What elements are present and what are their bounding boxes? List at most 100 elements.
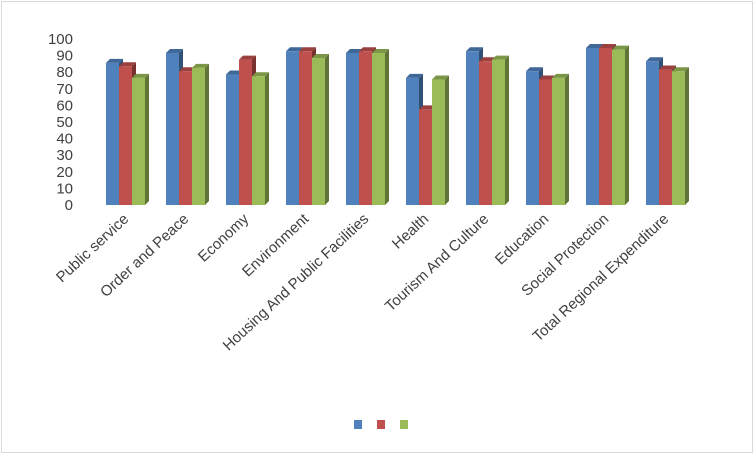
bar xyxy=(672,67,689,205)
bar xyxy=(252,72,269,205)
bar-front xyxy=(312,57,325,205)
bar-front xyxy=(239,59,252,205)
bar-side xyxy=(205,63,209,206)
bar-top xyxy=(372,48,389,53)
bar xyxy=(492,55,509,205)
bar-front xyxy=(552,77,565,205)
legend-swatch xyxy=(354,420,362,429)
y-tick-label: 50 xyxy=(56,114,73,131)
bar-front xyxy=(286,51,299,205)
bar-front xyxy=(479,61,492,206)
bar-front xyxy=(252,76,265,205)
bar-top xyxy=(239,55,256,60)
y-tick-label: 90 xyxy=(56,48,73,65)
bar-front xyxy=(192,67,205,206)
bar xyxy=(132,73,149,205)
bar-front xyxy=(586,47,599,206)
bar xyxy=(312,53,329,205)
category-label: Tourism And Culture xyxy=(382,210,492,315)
bar-top xyxy=(166,48,183,53)
bar xyxy=(612,45,629,205)
bar-front xyxy=(226,74,239,205)
legend xyxy=(354,420,408,429)
category-label: Health xyxy=(389,210,432,252)
bar-front xyxy=(672,71,685,205)
bar-front xyxy=(526,71,539,205)
y-tick-label: 80 xyxy=(56,64,73,81)
y-tick-label: 40 xyxy=(56,131,73,148)
bar-top xyxy=(299,47,316,52)
bar-side xyxy=(145,73,149,205)
bar-top xyxy=(432,75,449,80)
bar-top xyxy=(526,67,543,72)
bar-front xyxy=(346,52,359,206)
bar-top xyxy=(419,105,436,110)
bar-side xyxy=(565,73,569,205)
bar xyxy=(192,63,209,206)
bar-top xyxy=(312,53,329,58)
bar-side xyxy=(445,75,449,206)
bar-top xyxy=(466,47,483,52)
bar-top xyxy=(192,63,209,68)
bars-area xyxy=(106,43,689,206)
category-label: Economy xyxy=(195,210,253,265)
bar-front xyxy=(646,61,659,206)
bar xyxy=(372,48,389,206)
bar-top xyxy=(119,62,136,67)
bar-top xyxy=(612,45,629,50)
bar-front xyxy=(372,52,385,206)
bar-front xyxy=(492,59,505,205)
bar-front xyxy=(406,77,419,205)
bar-top xyxy=(599,43,616,48)
bar-side xyxy=(385,48,389,206)
bar-front xyxy=(612,49,625,205)
bar-top xyxy=(659,65,676,70)
bar-top xyxy=(286,47,303,52)
bar-front xyxy=(179,71,192,205)
bar-front xyxy=(106,62,119,205)
bar-top xyxy=(406,73,423,78)
bar-front xyxy=(659,69,672,205)
bar-top xyxy=(586,43,603,48)
bar-front xyxy=(166,52,179,206)
bar xyxy=(552,73,569,205)
bar-side xyxy=(265,72,269,205)
bar-side xyxy=(325,53,329,205)
category-label: Education xyxy=(492,210,552,268)
y-tick-label: 0 xyxy=(65,197,73,214)
bar-top xyxy=(226,70,243,75)
bar-front xyxy=(359,51,372,205)
bar-front xyxy=(599,47,612,206)
bar-front xyxy=(432,79,445,205)
bar-side xyxy=(505,55,509,205)
y-tick-label: 20 xyxy=(56,164,73,181)
bar-front xyxy=(299,51,312,205)
bar-front xyxy=(466,51,479,205)
bar-front xyxy=(132,77,145,205)
legend-swatch xyxy=(377,420,385,429)
bar-side xyxy=(685,67,689,205)
bar-top xyxy=(106,58,123,63)
bar-top xyxy=(479,57,496,62)
bar-side xyxy=(625,45,629,205)
bar-front xyxy=(419,109,432,205)
bar-top xyxy=(539,75,556,80)
bar-top xyxy=(672,67,689,72)
y-tick-label: 10 xyxy=(56,180,73,197)
bar xyxy=(432,75,449,206)
bar-front xyxy=(119,66,132,206)
bar-front xyxy=(539,79,552,205)
bar-top xyxy=(132,73,149,78)
bar-top xyxy=(359,47,376,52)
y-tick-label: 30 xyxy=(56,147,73,164)
bar-top xyxy=(552,73,569,78)
y-tick-label: 60 xyxy=(56,97,73,114)
bar-top xyxy=(346,48,363,53)
y-tick-label: 100 xyxy=(48,31,73,48)
bar-top xyxy=(179,67,196,72)
legend-swatch xyxy=(400,420,408,429)
